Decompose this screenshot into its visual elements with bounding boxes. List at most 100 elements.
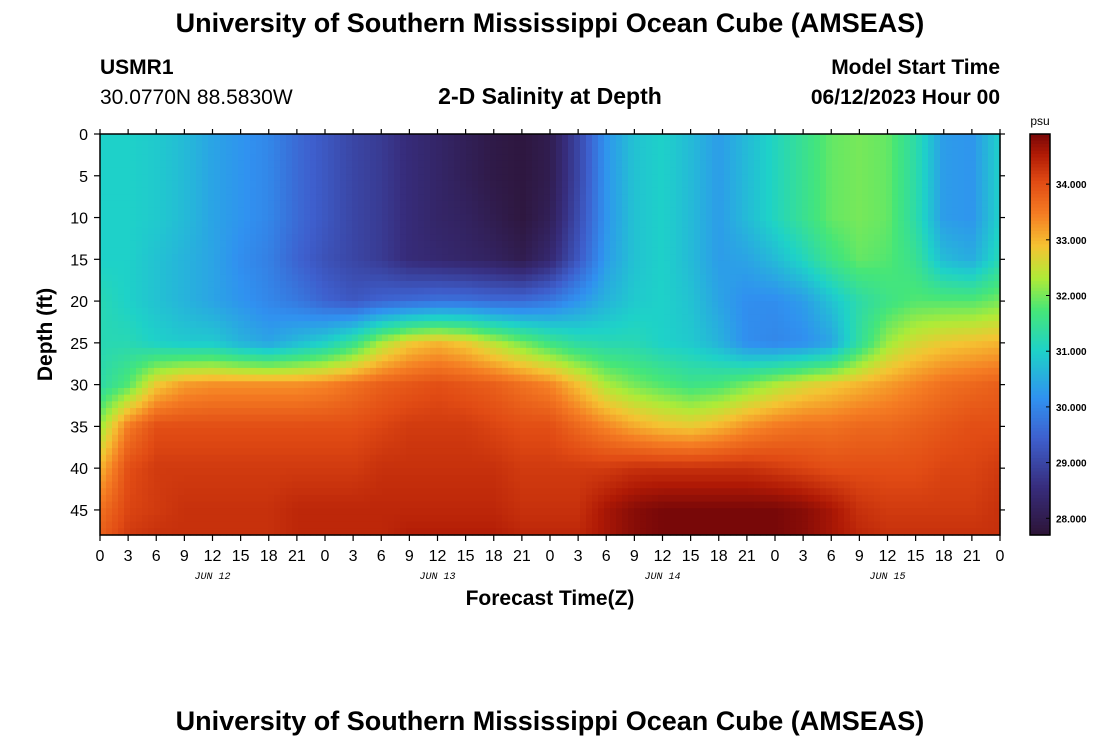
heatmap-cell: [316, 214, 323, 222]
heatmap-cell: [496, 154, 503, 162]
heatmap-cell: [466, 514, 473, 523]
heatmap-cell: [286, 454, 293, 463]
heatmap-cell: [592, 441, 599, 449]
heatmap-cell: [256, 220, 263, 229]
heatmap-cell: [130, 514, 137, 523]
heatmap-cell: [220, 408, 227, 416]
heatmap-cell: [280, 200, 287, 209]
heatmap-cell: [100, 227, 107, 235]
heatmap-cell: [304, 194, 311, 202]
heatmap-cell: [142, 341, 149, 349]
heatmap-cell: [364, 361, 371, 369]
heatmap-cell: [436, 334, 443, 342]
heatmap-cell: [502, 448, 509, 456]
heatmap-cell: [448, 508, 455, 516]
heatmap-cell: [538, 514, 545, 523]
heatmap-cell: [478, 260, 485, 269]
heatmap-cell: [268, 401, 275, 409]
heatmap-cell: [454, 207, 461, 215]
heatmap-cell: [538, 367, 545, 376]
heatmap-cell: [508, 521, 515, 529]
heatmap-cell: [340, 147, 347, 155]
heatmap-cell: [196, 260, 203, 269]
heatmap-cell: [292, 334, 299, 342]
heatmap-cell: [322, 240, 329, 249]
heatmap-cell: [346, 281, 353, 289]
heatmap-cell: [562, 494, 569, 503]
heatmap-cell: [280, 428, 287, 436]
heatmap-cell: [364, 301, 371, 309]
heatmap-cell: [370, 180, 377, 189]
heatmap-cell: [310, 200, 317, 209]
heatmap-cell: [130, 167, 137, 175]
heatmap-cell: [580, 267, 587, 275]
heatmap-cell: [412, 488, 419, 496]
heatmap-cell: [214, 227, 221, 235]
heatmap-cell: [148, 474, 155, 483]
heatmap-cell: [472, 227, 479, 235]
heatmap-cell: [148, 394, 155, 402]
heatmap-cell: [556, 227, 563, 235]
heatmap-cell: [262, 260, 269, 269]
heatmap-cell: [124, 327, 131, 336]
heatmap-cell: [286, 254, 293, 262]
heatmap-cell: [460, 194, 467, 202]
heatmap-cell: [250, 160, 257, 169]
heatmap-cell: [442, 227, 449, 235]
heatmap-cell: [508, 448, 515, 456]
heatmap-cell: [100, 281, 107, 289]
heatmap-cell: [556, 381, 563, 389]
heatmap-cell: [556, 294, 563, 302]
heatmap-cell: [304, 514, 311, 523]
heatmap-cell: [490, 434, 497, 443]
heatmap-cell: [454, 301, 461, 309]
heatmap-cell: [352, 341, 359, 349]
heatmap-cell: [220, 474, 227, 483]
heatmap-cell: [178, 207, 185, 215]
heatmap-cell: [430, 234, 437, 242]
heatmap-cell: [244, 167, 251, 175]
heatmap-cell: [262, 461, 269, 469]
heatmap-cell: [376, 321, 383, 329]
heatmap-cell: [568, 401, 575, 409]
heatmap-cell: [538, 194, 545, 202]
heatmap-cell: [256, 160, 263, 169]
heatmap-cell: [418, 240, 425, 249]
heatmap-cell: [112, 267, 119, 275]
heatmap-cell: [538, 134, 545, 142]
heatmap-cell: [310, 488, 317, 496]
heatmap-cell: [112, 434, 119, 443]
heatmap-cell: [442, 394, 449, 402]
heatmap-cell: [358, 474, 365, 483]
heatmap-cell: [478, 381, 485, 389]
heatmap-cell: [226, 260, 233, 269]
heatmap-cell: [106, 394, 113, 402]
heatmap-cell: [190, 294, 197, 302]
heatmap-cell: [250, 367, 257, 376]
heatmap-cell: [118, 387, 125, 396]
heatmap-cell: [526, 147, 533, 155]
heatmap-cell: [130, 394, 137, 402]
heatmap-cell: [280, 247, 287, 255]
heatmap-cell: [376, 448, 383, 456]
heatmap-cell: [196, 521, 203, 529]
heatmap-cell: [424, 381, 431, 389]
heatmap-cell: [400, 267, 407, 275]
heatmap-cell: [532, 154, 539, 162]
heatmap-cell: [544, 140, 551, 148]
heatmap-cell: [394, 160, 401, 169]
heatmap-cell: [280, 327, 287, 336]
heatmap-cell: [592, 227, 599, 235]
heatmap-cell: [148, 347, 155, 356]
heatmap-cell: [532, 301, 539, 309]
heatmap-cell: [568, 180, 575, 189]
heatmap-cell: [196, 287, 203, 295]
heatmap-cell: [142, 180, 149, 189]
heatmap-cell: [352, 461, 359, 469]
heatmap-cell: [454, 468, 461, 476]
heatmap-cell: [358, 414, 365, 422]
heatmap-cell: [172, 381, 179, 389]
heatmap-cell: [142, 454, 149, 463]
heatmap-cell: [274, 514, 281, 523]
heatmap-cell: [502, 421, 509, 429]
